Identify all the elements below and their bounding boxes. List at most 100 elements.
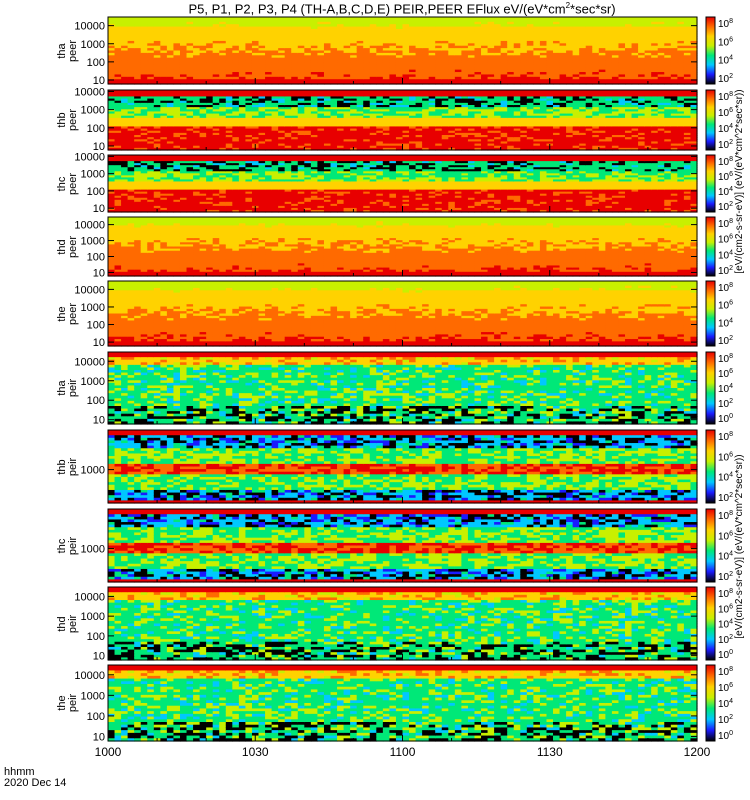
heat-cell — [592, 43, 600, 47]
heat-cell — [265, 40, 273, 44]
heat-cell — [160, 64, 168, 68]
heat-cell — [467, 79, 476, 83]
heat-cell — [638, 43, 646, 47]
heat-cell — [670, 60, 678, 64]
heat-cell — [140, 64, 148, 68]
heat-cell — [179, 52, 188, 56]
heat-cell — [317, 19, 325, 23]
heat-cell — [153, 26, 161, 30]
heat-cell — [114, 50, 122, 54]
heat-cell — [585, 72, 593, 76]
heat-cell — [153, 111, 161, 115]
heat-cell — [572, 57, 580, 61]
heat-cell — [553, 40, 561, 44]
heat-cell — [605, 38, 613, 42]
heat-cell — [337, 67, 345, 71]
heat-cell — [500, 81, 508, 85]
heat-cell — [409, 60, 417, 64]
heat-cell — [369, 21, 377, 25]
heat-cell — [350, 62, 358, 66]
heat-cell — [147, 36, 155, 40]
heat-cell — [553, 45, 561, 49]
heat-cell — [598, 50, 606, 54]
heat-cell — [592, 40, 600, 44]
heat-cell — [147, 113, 155, 117]
heat-cell — [265, 21, 273, 25]
heat-cell — [520, 36, 528, 40]
heat-cell — [657, 19, 665, 23]
heat-cell — [461, 62, 469, 66]
heat-cell — [559, 45, 567, 49]
heat-cell — [585, 48, 593, 52]
heat-cell — [291, 64, 299, 68]
heat-cell — [160, 33, 168, 37]
heat-cell — [114, 24, 122, 28]
heat-cell — [461, 67, 469, 71]
heat-cell — [539, 17, 548, 20]
heat-cell — [350, 19, 358, 23]
heat-cell — [127, 76, 135, 80]
heat-cell — [520, 17, 528, 20]
heat-cell — [657, 31, 665, 35]
heat-cell — [310, 26, 319, 30]
heat-cell — [670, 67, 678, 71]
heat-cell — [297, 74, 305, 78]
heat-cell — [415, 50, 423, 54]
heat-cell — [350, 24, 358, 28]
colorbar-tick-label: 106 — [718, 36, 733, 48]
heat-cell — [121, 17, 129, 20]
heat-cell — [677, 45, 685, 49]
heat-cell — [474, 76, 482, 80]
heat-cell — [166, 43, 175, 47]
heat-cell — [206, 55, 214, 59]
heat-cell — [539, 52, 548, 56]
heat-cell — [245, 57, 253, 61]
heat-cell — [258, 62, 266, 66]
heat-cell — [193, 135, 201, 138]
heat-cell — [193, 64, 201, 68]
heat-cell — [219, 62, 227, 66]
heat-cell — [369, 28, 377, 32]
heat-cell — [638, 76, 646, 80]
heat-cell — [683, 81, 692, 85]
heat-cell — [461, 50, 469, 54]
heat-cell — [271, 26, 279, 30]
heat-cell — [121, 90, 129, 93]
heat-cell — [487, 38, 495, 42]
heat-cell — [664, 62, 672, 66]
heat-cell — [598, 62, 606, 66]
heat-cell — [605, 28, 613, 32]
heat-cell — [670, 28, 678, 32]
heat-cell — [337, 19, 345, 23]
heat-cell — [284, 31, 292, 35]
heat-cell — [618, 45, 626, 49]
heat-cell — [435, 36, 443, 40]
heat-cell — [592, 79, 600, 83]
heat-cell — [140, 115, 148, 119]
heat-cell — [363, 33, 371, 37]
heat-cell — [193, 67, 201, 71]
heat-cell — [644, 52, 652, 56]
heat-cell — [415, 36, 423, 40]
heat-cell — [343, 55, 351, 59]
heat-cell — [206, 60, 214, 64]
heat-cell — [265, 64, 273, 68]
heat-cell — [441, 79, 449, 83]
heat-cell — [284, 36, 292, 40]
heat-cell — [186, 117, 194, 121]
heat-cell — [343, 43, 351, 47]
heat-cell — [415, 33, 423, 37]
heat-cell — [186, 64, 194, 68]
heat-cell — [402, 81, 410, 85]
heat-cell — [474, 69, 482, 73]
heat-cell — [441, 76, 449, 80]
heat-cell — [265, 28, 273, 32]
heat-cell — [520, 67, 528, 71]
heat-cell — [651, 64, 659, 68]
heat-cell — [625, 76, 633, 80]
heat-cell — [677, 33, 685, 37]
heat-cell — [258, 45, 266, 49]
heat-cell — [199, 122, 207, 125]
heat-cell — [238, 67, 247, 71]
heat-cell — [153, 69, 161, 73]
